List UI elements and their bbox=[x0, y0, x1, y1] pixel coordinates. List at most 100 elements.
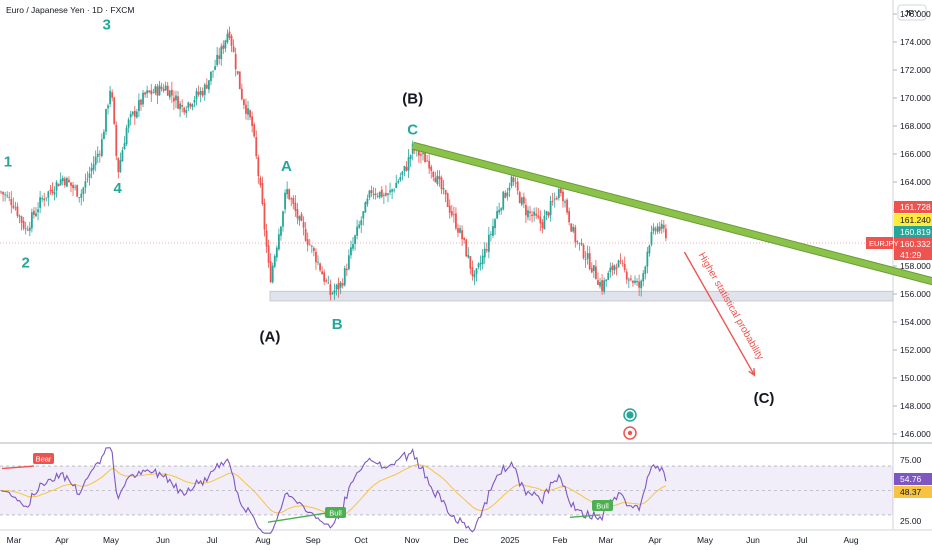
bear-divergence-line bbox=[1, 465, 35, 470]
candle-body bbox=[607, 272, 610, 280]
candle-body bbox=[393, 189, 396, 191]
candle-body bbox=[306, 239, 309, 245]
candle-body bbox=[498, 209, 501, 213]
candle-body bbox=[41, 198, 44, 200]
candle-body bbox=[570, 223, 573, 232]
time-axis-label: Mar bbox=[7, 535, 22, 545]
time-axis-label: Apr bbox=[648, 535, 661, 545]
candle-body bbox=[483, 248, 486, 258]
divergence-badge bbox=[33, 453, 54, 464]
time-axis-label: May bbox=[103, 535, 120, 545]
currency-box[interactable] bbox=[897, 4, 927, 21]
candle-body bbox=[140, 99, 142, 105]
candle-body bbox=[125, 127, 128, 145]
time-axis-label: Nov bbox=[404, 535, 420, 545]
price-label-box bbox=[894, 201, 932, 213]
candle-body bbox=[308, 244, 311, 246]
candle-body bbox=[654, 228, 657, 231]
event-marker-teal-core bbox=[626, 411, 634, 419]
candle-body bbox=[568, 211, 571, 223]
candle-body bbox=[605, 279, 608, 282]
candle-body bbox=[236, 71, 239, 74]
candle-body bbox=[389, 190, 391, 193]
candle-body bbox=[510, 176, 513, 187]
candle-body bbox=[255, 137, 258, 157]
candle-body bbox=[644, 266, 647, 274]
candle-body bbox=[14, 207, 17, 209]
candle-body bbox=[135, 111, 138, 118]
candle-body bbox=[230, 36, 233, 46]
candle-body bbox=[26, 229, 29, 231]
trendline[interactable] bbox=[411, 142, 932, 285]
candle-body bbox=[374, 193, 377, 196]
candle-body bbox=[228, 31, 231, 38]
candle-body bbox=[187, 102, 190, 109]
candle-body bbox=[127, 119, 130, 128]
candle-body bbox=[20, 216, 23, 223]
candle-body bbox=[623, 263, 626, 270]
candle-body bbox=[621, 263, 624, 265]
projection-arrow-line[interactable] bbox=[683, 251, 756, 376]
rsi-value-box bbox=[894, 473, 932, 485]
candle-body bbox=[426, 160, 429, 162]
price-label-box bbox=[894, 226, 932, 238]
candle-body bbox=[199, 90, 202, 95]
candle-body bbox=[372, 193, 375, 195]
candle-body bbox=[78, 197, 81, 199]
candle-body bbox=[459, 228, 461, 233]
candle-body bbox=[55, 182, 58, 191]
candle-body bbox=[347, 255, 350, 270]
candle-body bbox=[574, 227, 577, 243]
time-axis-label: Jun bbox=[156, 535, 170, 545]
candle-body bbox=[664, 228, 667, 239]
bull-divergence-line bbox=[267, 511, 331, 523]
projection-annotation: Higher statistical probability bbox=[696, 251, 766, 362]
time-axis-label: Aug bbox=[843, 535, 858, 545]
time-axis-label: Feb bbox=[553, 535, 568, 545]
candle-body bbox=[181, 105, 184, 107]
candle-body bbox=[325, 280, 328, 282]
candle-body bbox=[37, 209, 39, 213]
candle-body bbox=[422, 152, 424, 155]
candle-body bbox=[251, 116, 254, 126]
candle-body bbox=[364, 202, 367, 213]
candle-body bbox=[417, 149, 420, 156]
trendline-layer[interactable] bbox=[411, 141, 932, 286]
candle-body bbox=[88, 173, 91, 178]
candle-body bbox=[463, 237, 466, 240]
candle-body bbox=[4, 194, 7, 196]
candle-body bbox=[205, 84, 208, 89]
candle-body bbox=[216, 54, 219, 65]
candle-body bbox=[380, 189, 383, 197]
candlestick-series bbox=[0, 26, 667, 301]
candle-body bbox=[8, 196, 11, 198]
candle-body bbox=[378, 191, 381, 198]
candle-body bbox=[146, 90, 149, 94]
candle-body bbox=[613, 265, 616, 271]
candle-body bbox=[57, 184, 60, 187]
candle-body bbox=[634, 280, 636, 283]
candle-body bbox=[263, 203, 266, 230]
candle-body bbox=[481, 255, 484, 264]
candle-body bbox=[564, 201, 566, 203]
projection-arrow[interactable]: Higher statistical probability bbox=[683, 251, 766, 377]
candle-body bbox=[111, 92, 114, 98]
candle-body bbox=[457, 228, 459, 233]
price-label-box bbox=[894, 214, 932, 226]
candle-body bbox=[525, 204, 527, 216]
candle-body bbox=[405, 167, 408, 171]
candle-body bbox=[94, 156, 97, 165]
candle-body bbox=[590, 267, 593, 273]
candle-body bbox=[321, 271, 324, 275]
candle-body bbox=[35, 213, 37, 217]
candle-body bbox=[642, 273, 645, 282]
symbol-tag-box bbox=[866, 237, 893, 249]
candle-body bbox=[133, 110, 136, 117]
candle-body bbox=[2, 191, 4, 195]
candle-body bbox=[0, 191, 2, 193]
candle-body bbox=[24, 228, 27, 230]
time-axis-label: Sep bbox=[305, 535, 320, 545]
candle-body bbox=[646, 251, 649, 267]
